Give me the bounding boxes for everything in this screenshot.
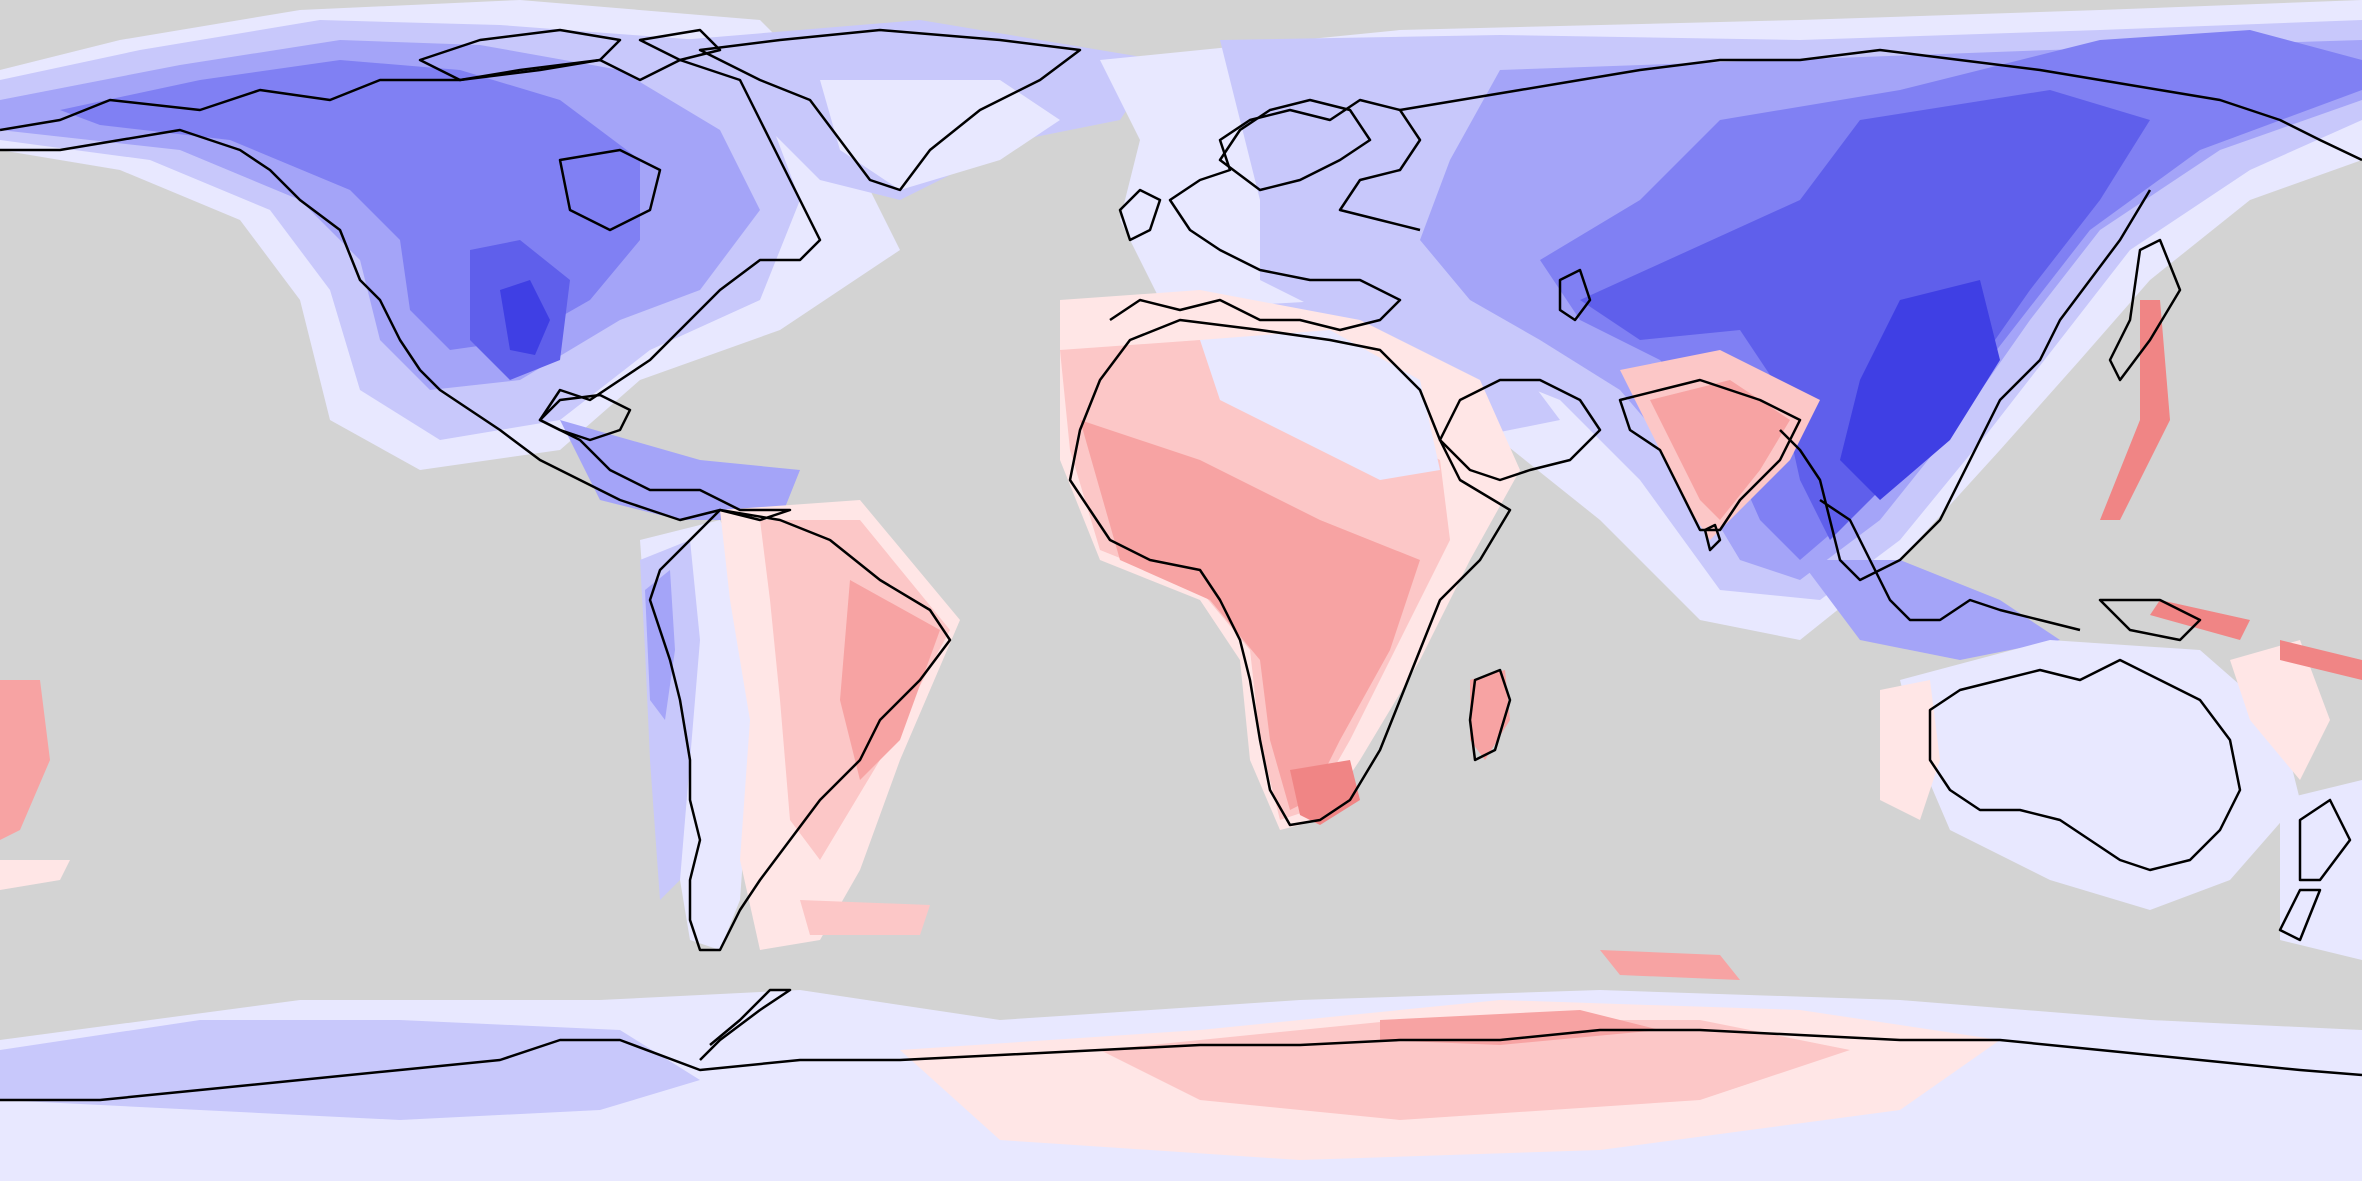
coast-british-isles bbox=[1118, 188, 1162, 242]
coast-se-asia bbox=[1819, 498, 2081, 632]
southern-ocean-red bbox=[1600, 950, 1740, 980]
coast-asia-north bbox=[1399, 48, 2362, 162]
africa-north-blue bbox=[1200, 330, 1440, 480]
south-america-field bbox=[560, 420, 960, 950]
coast-new-zealand bbox=[2278, 798, 2352, 942]
pacific-red-streak-2 bbox=[2280, 640, 2362, 680]
coast-arctic-islands bbox=[418, 28, 722, 82]
coast-sri-lanka bbox=[1703, 523, 1722, 552]
coast-japan bbox=[2108, 238, 2182, 382]
coast-south-america bbox=[648, 508, 952, 952]
coastlines bbox=[0, 28, 2362, 1102]
sa-south-red-patch bbox=[800, 900, 930, 935]
africa-field bbox=[1060, 290, 1520, 830]
antarctica-west-blue bbox=[0, 1020, 700, 1120]
ca-blue bbox=[560, 420, 800, 520]
coast-new-guinea bbox=[2098, 598, 2202, 642]
greenland-level-0 bbox=[820, 80, 1060, 190]
coast-arabia bbox=[1438, 378, 1602, 482]
coast-australia bbox=[1928, 658, 2242, 872]
australia-east-red bbox=[2230, 640, 2330, 780]
coast-asia-east bbox=[1779, 189, 2152, 582]
north-america-field bbox=[0, 0, 900, 470]
maritime-blue bbox=[1800, 560, 2060, 660]
eurasia-level-5 bbox=[1580, 90, 2150, 540]
coast-scandinavia bbox=[1218, 98, 1372, 192]
coast-africa bbox=[1068, 318, 1512, 827]
coast-india bbox=[1618, 378, 1802, 532]
coast-caspian bbox=[1558, 268, 1592, 322]
na-level-6 bbox=[500, 280, 550, 355]
india-level-2 bbox=[1650, 380, 1790, 520]
africa-level-4 bbox=[1290, 760, 1360, 825]
greenland-field bbox=[680, 20, 1160, 200]
japan-red-arc bbox=[2100, 300, 2170, 520]
coast-madagascar bbox=[1468, 668, 1512, 762]
coast-gulf bbox=[538, 393, 632, 442]
coast-antarctica bbox=[0, 1028, 2362, 1102]
west-edge-red bbox=[0, 680, 50, 840]
coast-antarctic-peninsula bbox=[699, 988, 792, 1061]
antarctica-red-3 bbox=[1380, 1010, 1660, 1045]
australia-red-edge bbox=[1880, 680, 1940, 820]
coast-europe bbox=[1109, 98, 1422, 332]
sa-red-3 bbox=[840, 580, 940, 780]
coast-hudson bbox=[558, 148, 662, 232]
eurasia-level-6 bbox=[1840, 280, 2000, 500]
madagascar-red bbox=[1470, 670, 1510, 760]
eurasia-field bbox=[1100, 0, 2362, 640]
coast-greenland bbox=[698, 28, 1082, 192]
antarctica-field bbox=[0, 950, 2362, 1181]
africa-level-3 bbox=[1080, 420, 1420, 810]
india-field bbox=[1620, 350, 1820, 540]
west-edge-pink bbox=[0, 860, 70, 890]
australia-level-1 bbox=[1900, 640, 2300, 910]
